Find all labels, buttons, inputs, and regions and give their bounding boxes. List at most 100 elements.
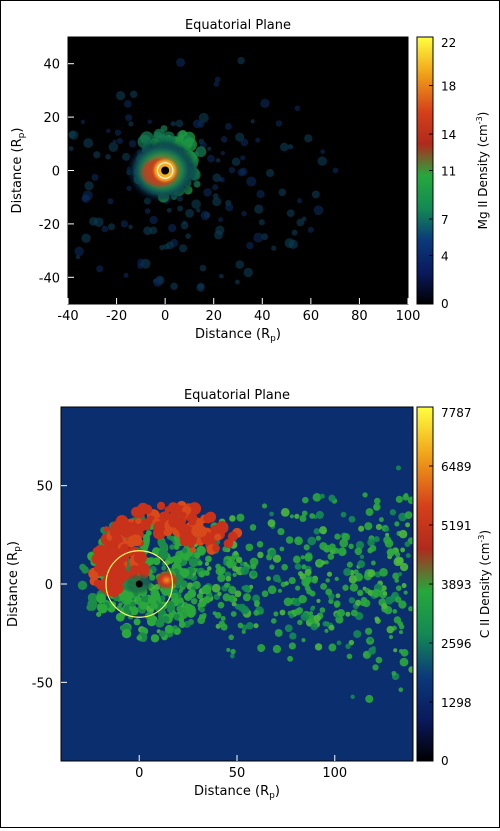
density-arc: [114, 563, 126, 575]
density-speckle: [207, 146, 212, 151]
density-clump: [388, 634, 394, 640]
density-speckle: [177, 205, 184, 212]
density-speckle: [108, 142, 119, 152]
density-clump: [379, 567, 388, 577]
density-speckle: [240, 138, 249, 147]
density-speckle: [175, 119, 184, 128]
density-speckle: [291, 229, 298, 236]
density-speckle: [240, 155, 246, 161]
density-clump: [307, 536, 317, 546]
density-clump: [272, 554, 282, 563]
density-clump: [292, 555, 301, 564]
density-clump: [236, 513, 245, 522]
density-speckle: [170, 121, 176, 127]
density-clump: [328, 643, 337, 652]
colorbar-tick-label: 4: [441, 249, 449, 263]
density-speckle: [149, 215, 158, 225]
density-clump: [294, 608, 302, 616]
density-clump: [370, 560, 376, 566]
density-clump: [294, 563, 302, 570]
colorbar-label-paren: ): [476, 112, 490, 117]
density-clump: [190, 597, 198, 605]
density-clump: [393, 648, 398, 653]
density-clump: [315, 510, 324, 519]
density-speckle: [235, 260, 245, 269]
density-speckle: [58, 206, 66, 214]
density-clump: [298, 594, 307, 604]
y-axis-label: Distance (Rp): [10, 128, 27, 214]
density-arc: [137, 562, 151, 576]
density-arc: [135, 517, 142, 524]
density-speckle: [253, 232, 264, 243]
density-clump: [343, 567, 352, 577]
density-clump: [319, 607, 326, 613]
planet-circle: [156, 162, 174, 179]
density-speckle: [275, 120, 283, 127]
density-clump: [274, 629, 283, 637]
density-clump: [205, 555, 212, 563]
colorbar-label-paren: ): [478, 530, 492, 535]
x-tick-label: 50: [229, 766, 246, 781]
density-clump: [79, 563, 87, 571]
colorbar-tick-label: 7787: [441, 406, 472, 420]
density-clump: [304, 576, 312, 584]
density-clump: [367, 547, 373, 554]
density-clump: [309, 606, 315, 612]
density-speckle: [220, 150, 226, 156]
density-clump: [222, 593, 231, 602]
density-clump: [372, 664, 379, 671]
density-clump: [187, 618, 195, 625]
density-clump: [240, 605, 250, 615]
density-speckle: [128, 139, 137, 148]
density-clump: [405, 553, 411, 559]
density-clump: [392, 572, 400, 580]
density-clump: [288, 613, 294, 619]
density-clump: [147, 594, 157, 605]
density-clump: [266, 576, 271, 581]
density-clump: [311, 577, 318, 584]
density-arc: [101, 558, 110, 567]
density-clump: [155, 618, 165, 628]
density-speckle: [93, 151, 101, 159]
density-clump: [325, 588, 333, 596]
density-clump: [280, 507, 290, 517]
y-tick-label: -20: [39, 218, 60, 233]
density-speckle: [52, 239, 57, 244]
density-clump: [349, 583, 359, 592]
density-clump: [315, 535, 321, 541]
density-clump: [189, 558, 199, 568]
density-clump: [77, 580, 88, 590]
density-clump: [392, 609, 398, 614]
density-clump: [284, 581, 289, 586]
density-clump: [301, 564, 307, 570]
density-clump: [287, 655, 294, 662]
density-speckle: [225, 203, 234, 212]
density-clump: [289, 514, 294, 519]
density-speckle: [74, 246, 84, 257]
density-speckle: [332, 167, 339, 174]
density-clump: [346, 653, 353, 660]
density-clump: [136, 635, 143, 641]
x-axis-label-main: Distance (R: [194, 784, 269, 799]
density-speckle: [147, 119, 152, 124]
density-clump: [367, 538, 375, 547]
density-clump: [316, 560, 322, 566]
density-clump: [150, 634, 160, 643]
density-speckle: [203, 188, 212, 197]
density-clump: [297, 619, 303, 626]
density-speckle: [120, 220, 129, 228]
density-clump: [166, 606, 174, 613]
density-clump: [398, 648, 404, 654]
density-speckle: [106, 128, 111, 134]
density-clump: [279, 546, 285, 552]
density-clump: [398, 630, 403, 635]
density-clump: [309, 513, 315, 519]
density-clump: [383, 536, 392, 545]
density-speckle: [296, 218, 305, 227]
density-clump: [324, 628, 329, 633]
density-clump: [297, 570, 304, 577]
density-arc: [114, 573, 126, 585]
colorbar-tick-label: 0: [441, 754, 449, 768]
density-clump: [371, 588, 381, 598]
density-arc: [132, 506, 146, 519]
